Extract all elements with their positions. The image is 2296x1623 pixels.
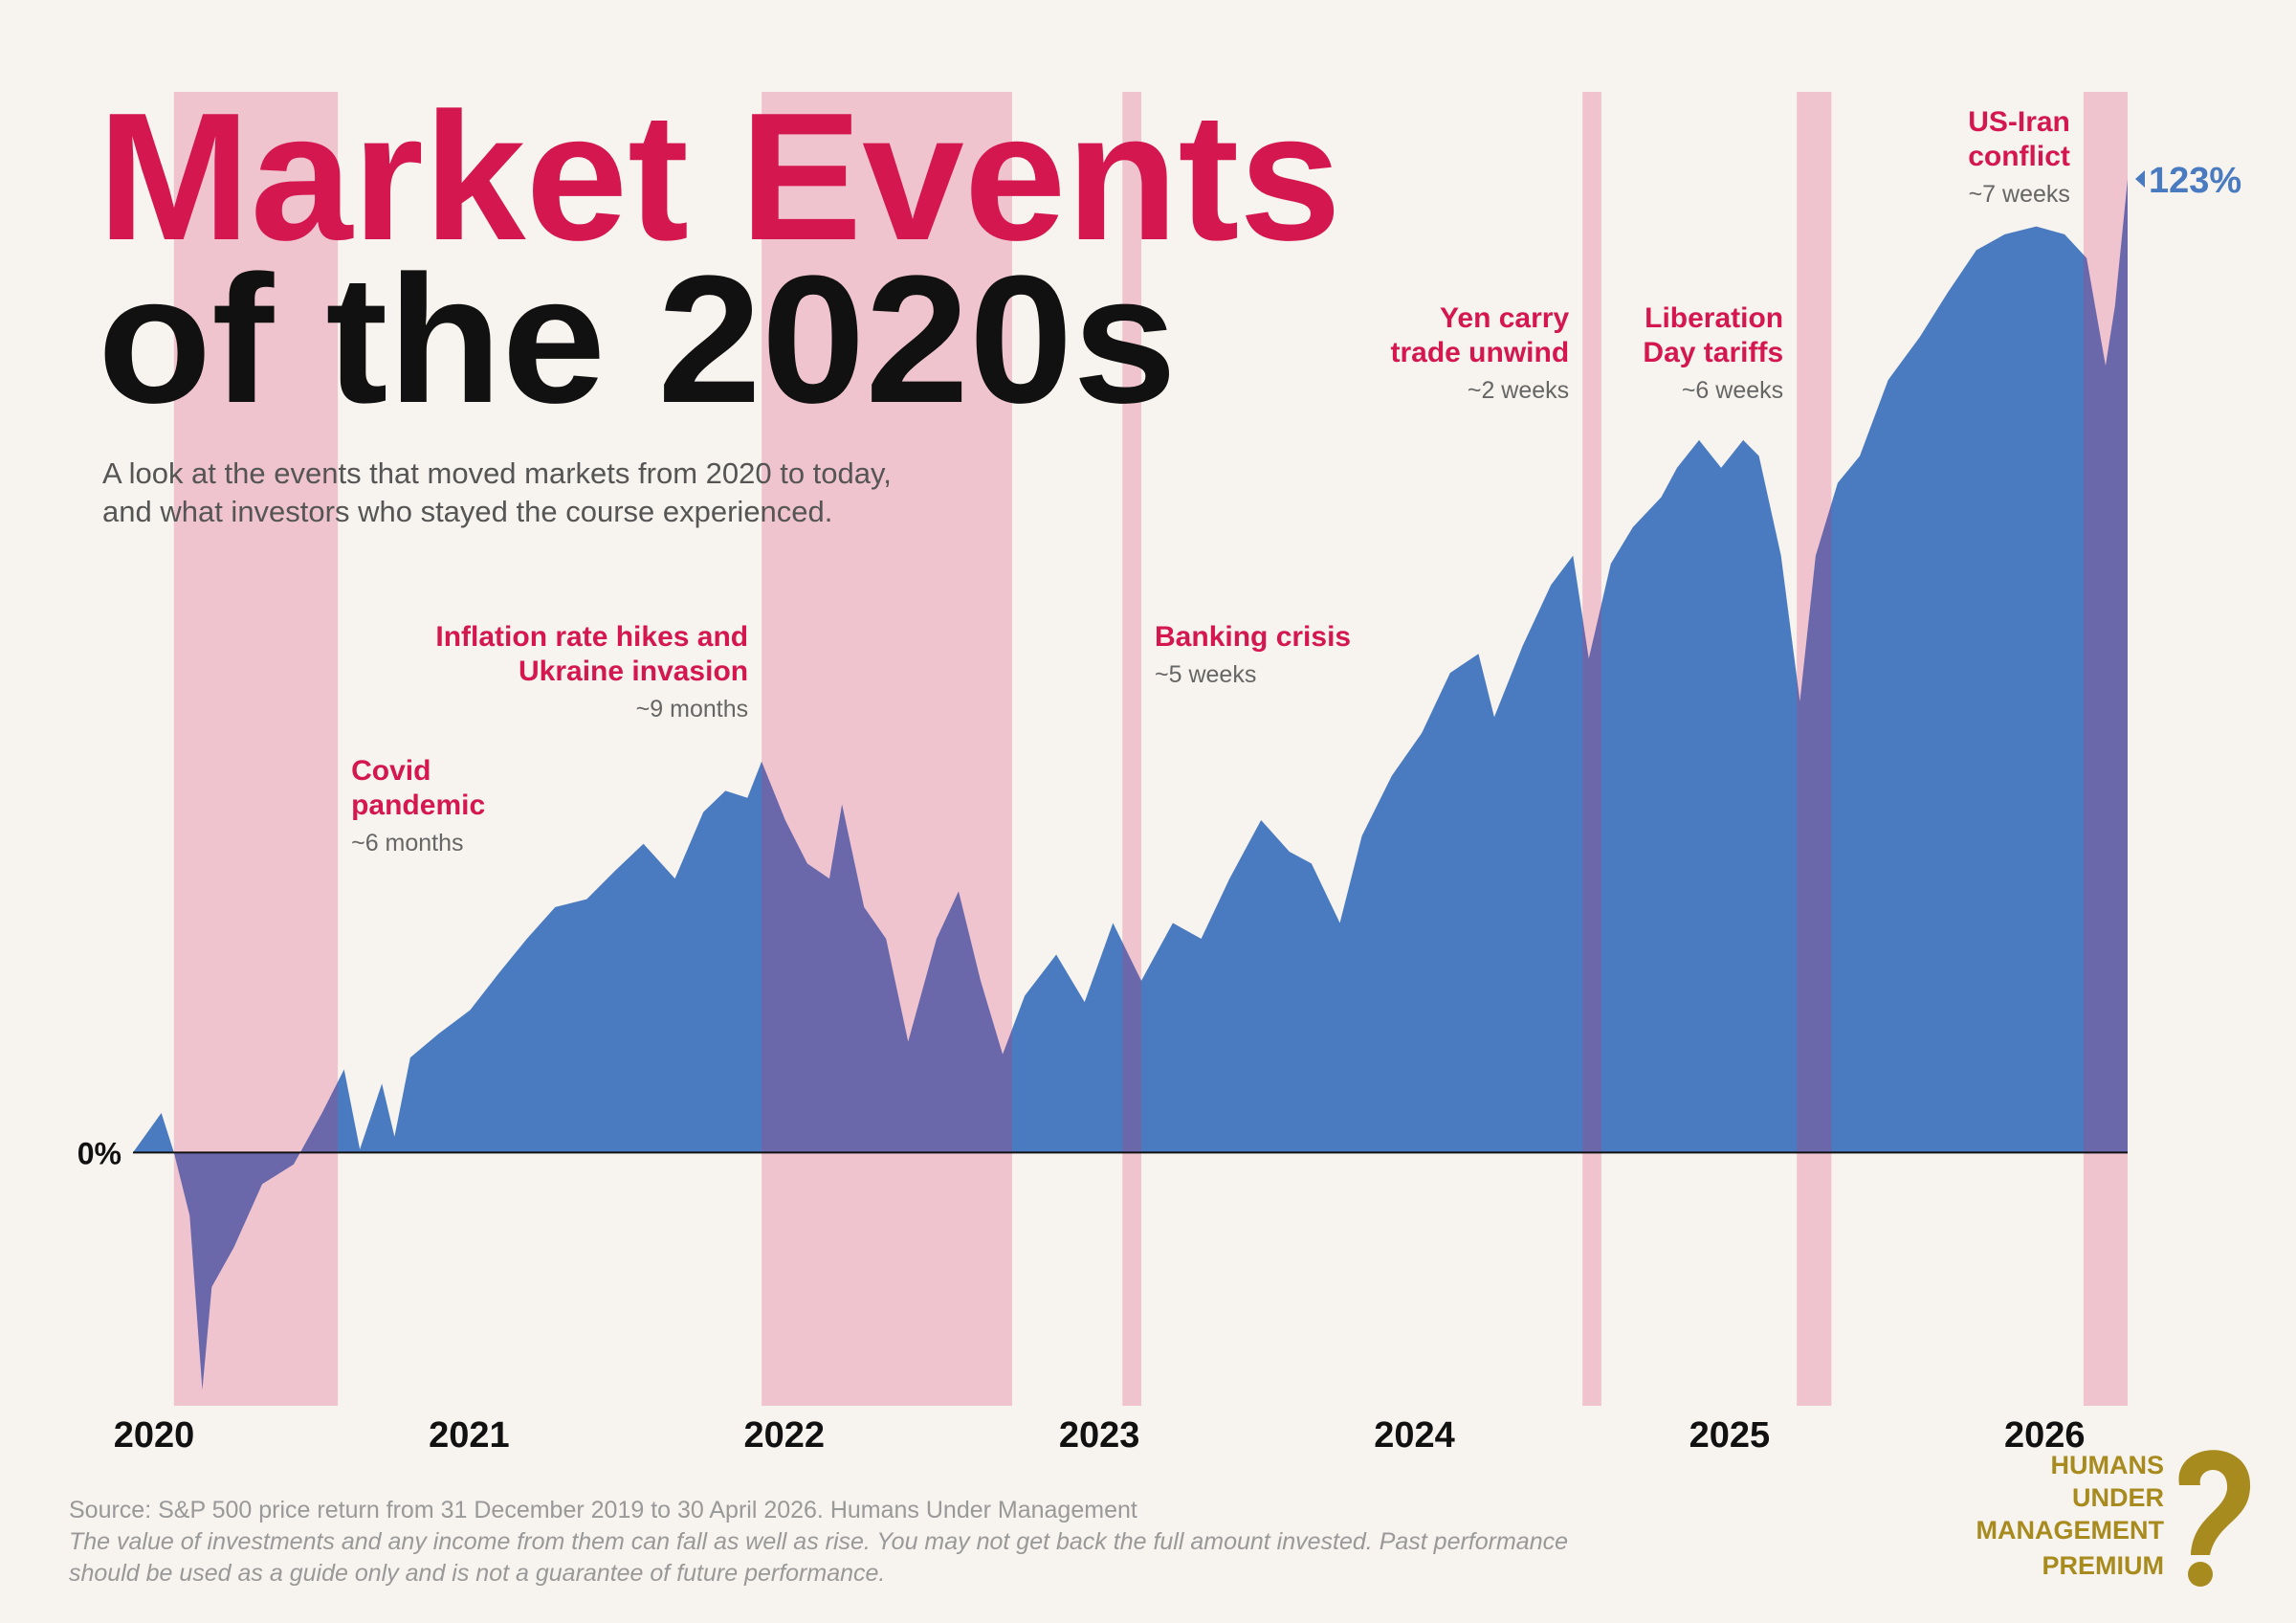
event-name: US-Iran	[1968, 106, 2070, 138]
disclaimer: The value of investments and any income …	[69, 1528, 1568, 1555]
x-tick-label: 2021	[429, 1415, 510, 1456]
x-tick-label: 2025	[1689, 1415, 1771, 1456]
event-band	[173, 92, 339, 1406]
subtitle: A look at the events that moved markets …	[102, 456, 892, 490]
logo-mark	[2178, 1450, 2251, 1555]
event-name: Ukraine invasion	[519, 656, 748, 687]
x-tick-label: 2020	[114, 1415, 195, 1456]
brand-text: HUMANS	[2051, 1451, 2165, 1479]
brand-text: UNDER	[2072, 1483, 2164, 1512]
source: Source: S&P 500 price return from 31 Dec…	[69, 1497, 1137, 1523]
event-name: Yen carry	[1440, 302, 1569, 334]
brand-text: PREMIUM	[2042, 1551, 2165, 1580]
brand-logo: HUMANS UNDER MANAGEMENT PREMIUM	[1976, 1450, 2251, 1587]
event-name: Day tariffs	[1643, 337, 1783, 368]
event-name: conflict	[1968, 141, 2070, 172]
event-band	[2083, 92, 2128, 1406]
event-duration: ~6 weeks	[1682, 377, 1783, 404]
event-duration: ~9 months	[636, 696, 748, 723]
chart-title: Market Events	[98, 76, 1341, 278]
area	[133, 178, 2128, 1390]
value-label: 123%	[2149, 161, 2241, 201]
event-name: Inflation rate hikes and	[435, 621, 748, 653]
value-pointer	[2135, 169, 2145, 188]
event-band	[1582, 92, 1601, 1406]
event-band	[762, 92, 1012, 1406]
y-tick-label: 0%	[77, 1136, 121, 1170]
event-duration: ~5 weeks	[1155, 661, 1256, 688]
brand-text: MANAGEMENT	[1976, 1516, 2165, 1545]
event-name: Banking crisis	[1155, 621, 1351, 653]
event-band	[1122, 92, 1142, 1406]
x-tick-label: 2026	[2004, 1415, 2086, 1456]
event-name: trade unwind	[1390, 337, 1569, 368]
disclaimer: should be used as a guide only and is no…	[69, 1560, 885, 1587]
event-name: pandemic	[351, 789, 485, 821]
x-tick-label: 2024	[1374, 1415, 1455, 1456]
event-duration: ~7 weeks	[1969, 181, 2070, 208]
x-tick-label: 2023	[1059, 1415, 1140, 1456]
event-duration: ~2 weeks	[1468, 377, 1569, 404]
event-duration: ~6 months	[351, 830, 463, 856]
event-band	[1797, 92, 1832, 1406]
event-name: Covid	[351, 755, 430, 787]
event-name: Liberation	[1645, 302, 1783, 334]
logo-dot	[2188, 1562, 2213, 1587]
chart-title: of the 2020s	[98, 238, 1177, 441]
x-tick-label: 2022	[743, 1415, 825, 1456]
subtitle: and what investors who stayed the course…	[102, 495, 832, 528]
